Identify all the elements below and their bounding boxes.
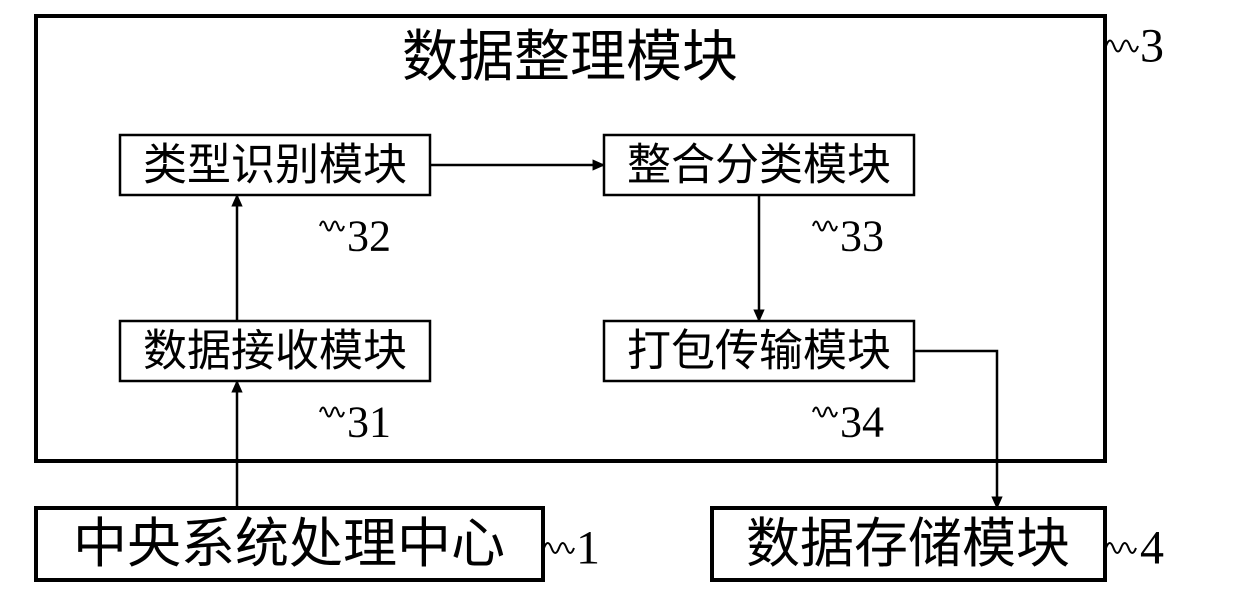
type-recognition-module-label: 类型识别模块	[143, 141, 407, 190]
data-organize-module-title: 数据整理模块	[402, 27, 738, 89]
diagram-canvas: 数据整理模块 3 类型识别模块 32 整合分类模块 33 数据接收模块 31 打包传输模块 34 中…	[0, 0, 1240, 606]
data-receive-module-label: 数据接收模块	[143, 327, 407, 376]
diagram-svg: 数据整理模块 3 类型识别模块 32 整合分类模块 33 数据接收模块 31 打包传输模块 34 中…	[0, 0, 1240, 606]
data-organize-module-ref: 3	[1140, 20, 1164, 73]
package-transfer-module-label: 打包传输模块	[627, 327, 891, 376]
integration-classification-module-ref: 33	[840, 212, 884, 261]
data-storage-module-ref: 4	[1140, 522, 1164, 575]
central-system-processing-center-ref: 1	[576, 522, 600, 575]
data-storage-module-label: 数据存储模块	[746, 514, 1070, 574]
central-system-processing-center-label: 中央系统处理中心	[73, 514, 505, 574]
package-transfer-module-ref: 34	[840, 398, 884, 447]
integration-classification-module-label: 整合分类模块	[627, 141, 891, 190]
data-receive-module-ref: 31	[347, 398, 391, 447]
type-recognition-module-ref: 32	[347, 212, 391, 261]
